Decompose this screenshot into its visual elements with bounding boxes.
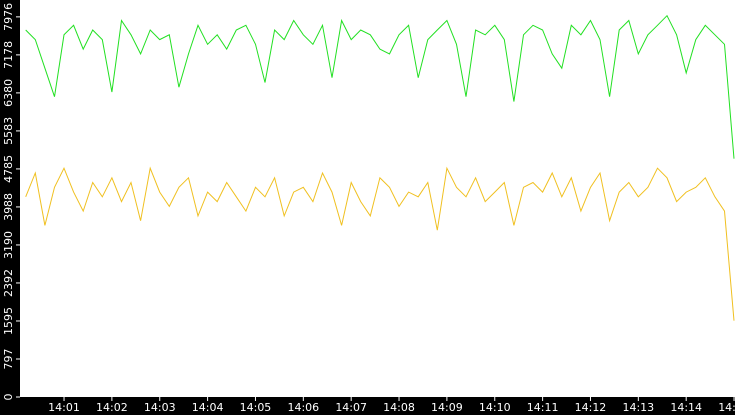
y-tick-label: 4785: [2, 155, 15, 183]
x-tick-label: 14:15: [718, 401, 735, 414]
x-tick-label: 14:14: [670, 401, 702, 414]
y-tick-label: 0: [2, 394, 15, 401]
y-tick-label: 5583: [2, 117, 15, 145]
y-tick-label: 797: [2, 348, 15, 369]
x-tick-label: 14:11: [527, 401, 559, 414]
x-tick-label: 14:08: [383, 401, 415, 414]
y-tick-label: 1595: [2, 307, 15, 335]
x-tick-label: 14:13: [622, 401, 654, 414]
series-line: [25, 166, 735, 321]
series-line: [25, 14, 735, 159]
y-tick-label: 3988: [2, 193, 15, 221]
y-tick-label: 6380: [2, 79, 15, 107]
x-tick-label: 14:06: [287, 401, 319, 414]
x-tick-label: 14:12: [575, 401, 607, 414]
x-tick-label: 14:09: [431, 401, 463, 414]
y-tick-label: 3190: [2, 231, 15, 259]
x-tick-label: 14:07: [335, 401, 367, 414]
y-axis-strip: [0, 0, 20, 415]
x-tick-label: 14:02: [96, 401, 128, 414]
y-tick-label: 7976: [2, 3, 15, 31]
x-tick-label: 14:01: [48, 401, 80, 414]
x-tick-label: 14:04: [192, 401, 224, 414]
x-tick-label: 14:10: [479, 401, 511, 414]
x-tick-label: 14:03: [144, 401, 176, 414]
x-tick-label: 14:05: [240, 401, 272, 414]
x-axis-strip: [0, 397, 735, 415]
y-tick-label: 7178: [2, 41, 15, 69]
y-tick-label: 2392: [2, 269, 15, 297]
